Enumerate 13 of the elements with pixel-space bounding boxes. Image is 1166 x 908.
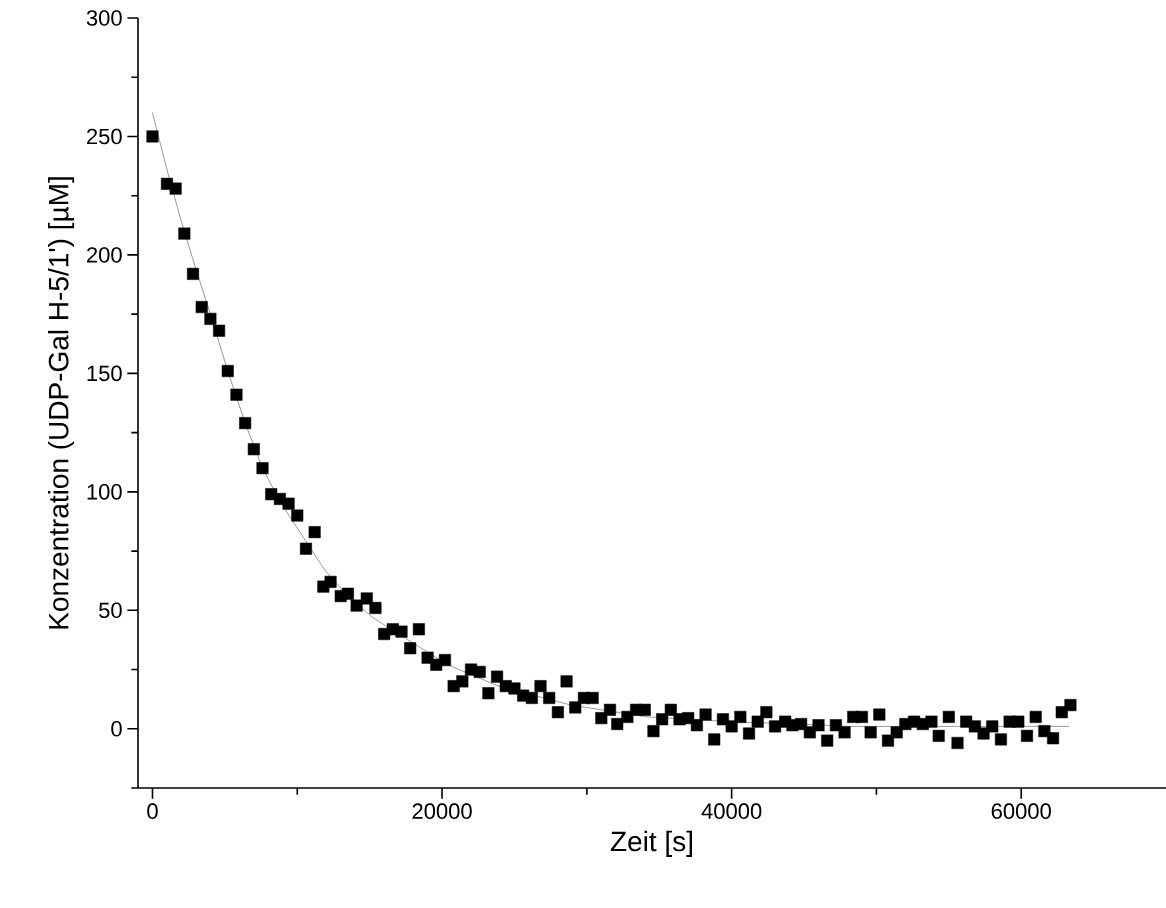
y-axis-title: Konzentration (UDP-Gal H-5/1') [µM] [48,177,75,629]
x-tick-label: 20000 [412,803,472,819]
x-tick-label: 60000 [991,803,1051,819]
y-tick-label: 0 [111,720,122,737]
x-axis-title: Zeit [s] [610,830,692,857]
x-tick-label: 40000 [701,803,762,819]
y-tick-label: 150 [87,365,122,382]
y-tick-label: 200 [87,247,122,263]
y-tick-label: 250 [87,128,122,145]
x-tick-label: 0 [147,803,158,819]
y-tick-label: 300 [86,10,122,26]
y-tick-label: 50 [99,602,122,619]
y-tick-label: 100 [87,484,122,500]
